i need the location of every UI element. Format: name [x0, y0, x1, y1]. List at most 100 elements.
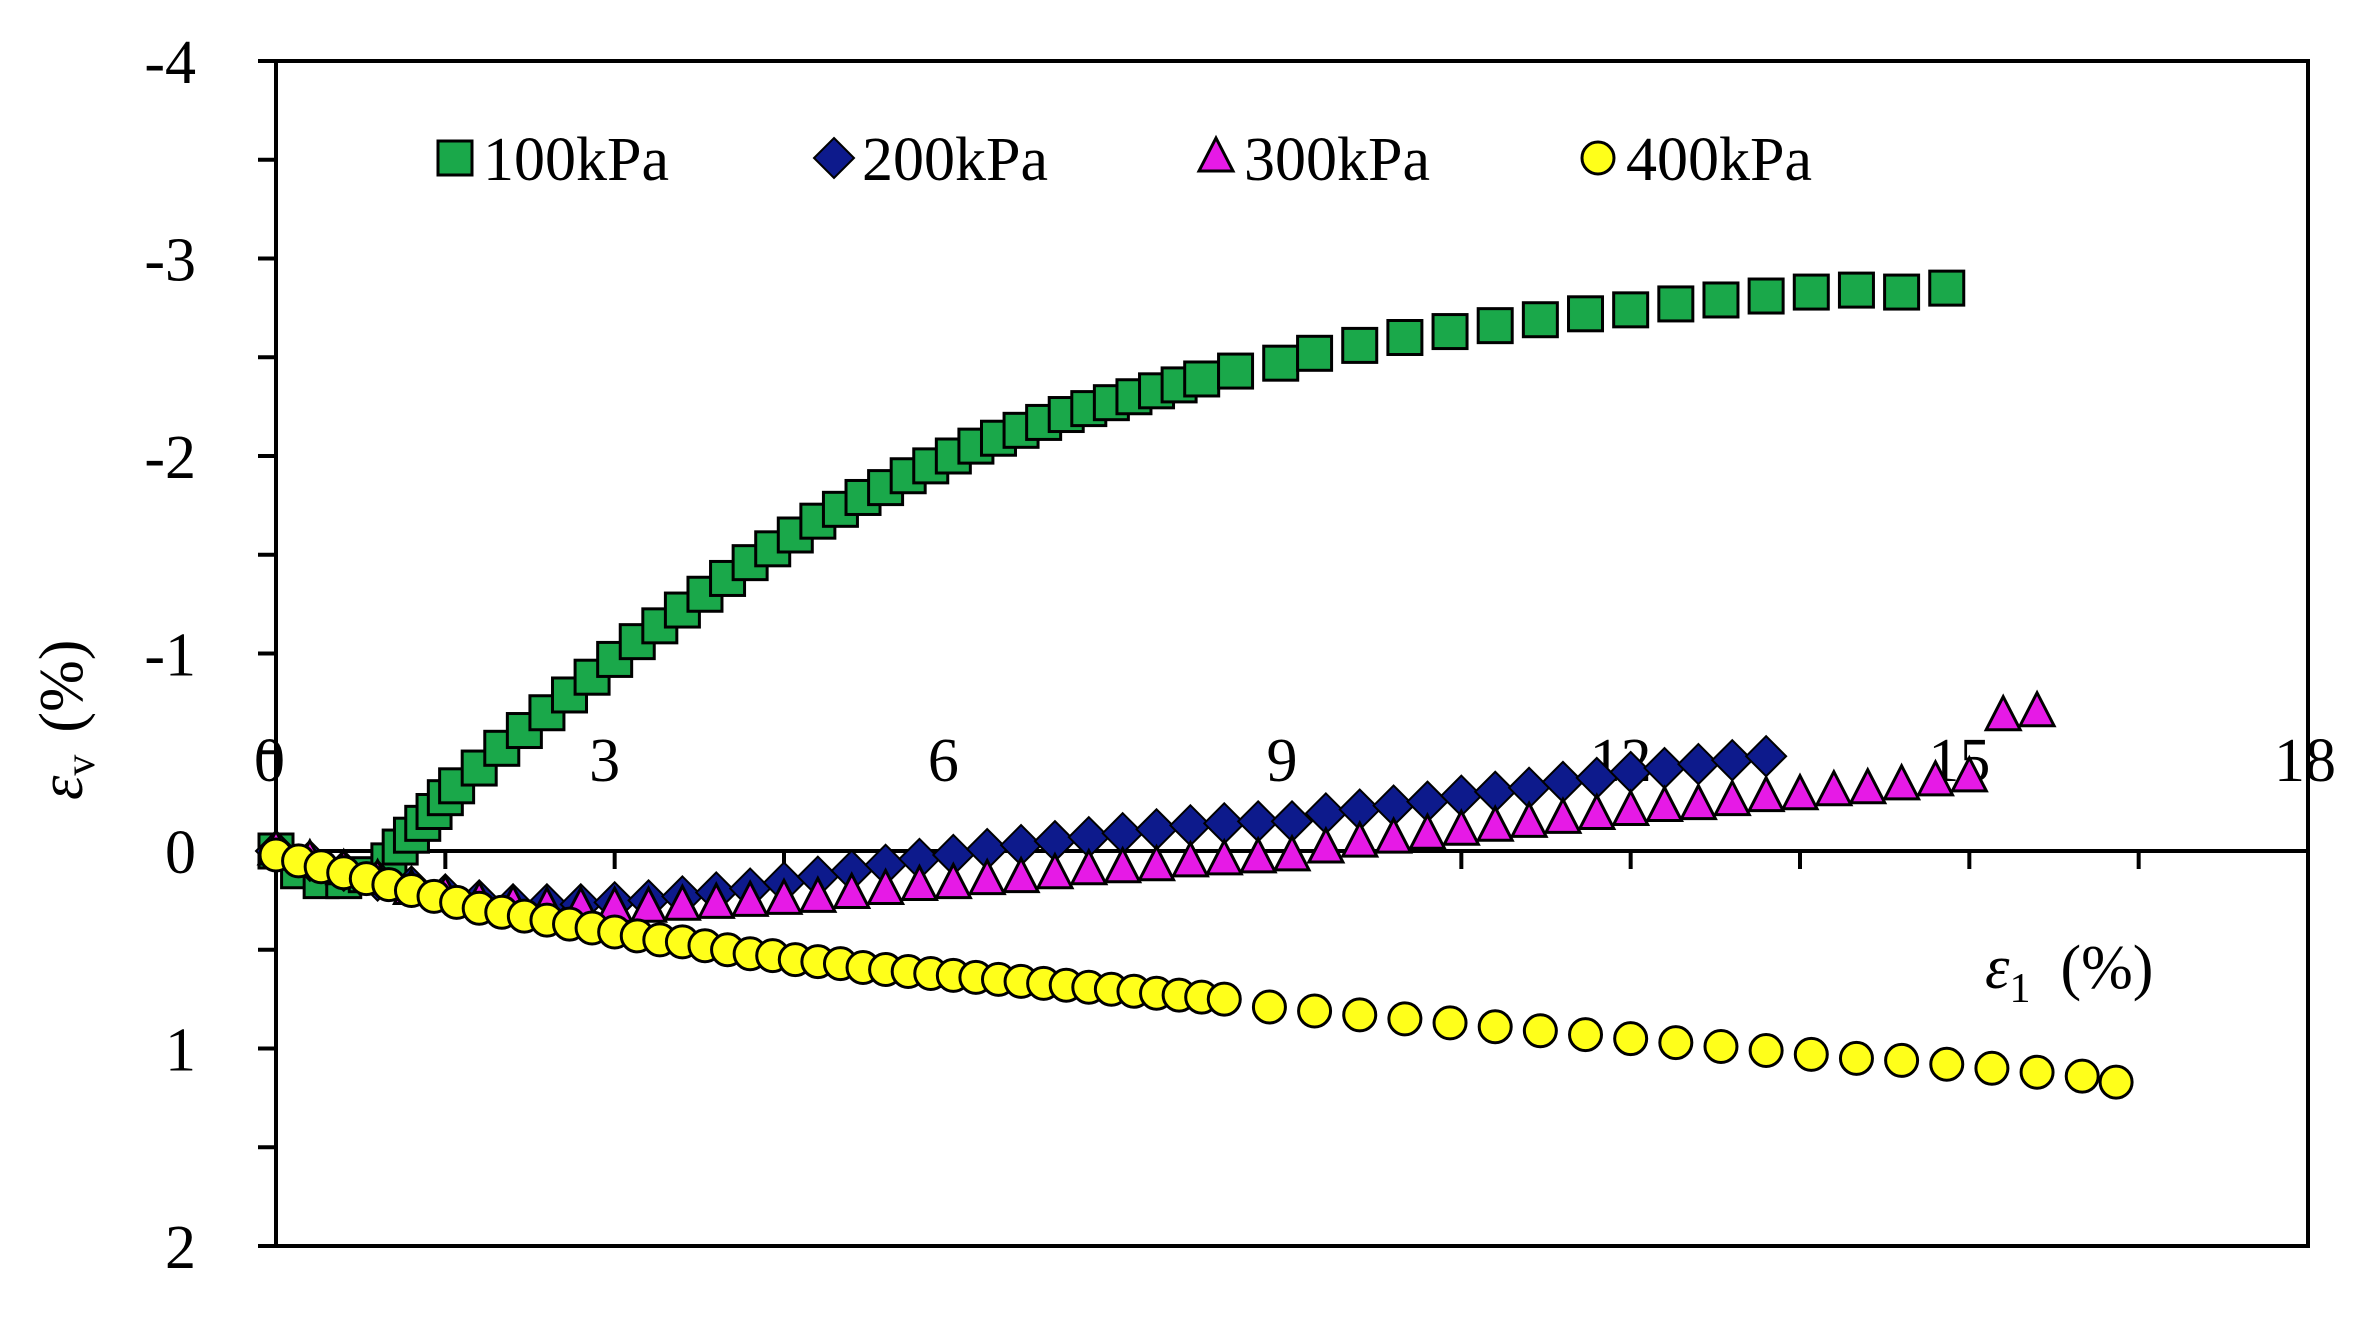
data-point	[1974, 1050, 2010, 1086]
data-point	[1678, 782, 1718, 821]
data-point	[1297, 993, 1333, 1029]
series-400kPa	[258, 837, 2134, 1100]
data-point	[1035, 851, 1075, 890]
data-point	[1342, 997, 1378, 1033]
data-point	[1929, 1046, 1965, 1082]
legend-marker	[1196, 134, 1236, 173]
data-point	[1001, 855, 1041, 894]
data-point	[1387, 1001, 1423, 1037]
data-point	[798, 875, 838, 913]
y-tick-label: 2	[165, 1214, 196, 1282]
data-point	[1069, 847, 1109, 886]
data-point	[1103, 845, 1143, 884]
data-point	[2019, 1054, 2055, 1090]
data-point	[1949, 754, 1989, 793]
data-point	[1983, 693, 2023, 732]
data-point	[1543, 796, 1583, 834]
data-point	[1611, 788, 1651, 826]
data-point	[1432, 1005, 1468, 1041]
data-point	[1441, 807, 1481, 846]
data-point	[1792, 273, 1830, 311]
legend-item: 100kPa	[436, 126, 669, 194]
data-point	[1916, 758, 1955, 797]
data-point	[730, 879, 770, 917]
y-tick-label: -1	[144, 622, 196, 690]
data-point	[1386, 319, 1424, 356]
data-point	[1848, 766, 1888, 805]
data-point	[1431, 313, 1469, 351]
data-point	[1509, 800, 1549, 838]
data-point	[1408, 811, 1447, 850]
data-point	[1272, 833, 1312, 872]
data-point	[1746, 774, 1786, 813]
data-point	[1183, 360, 1221, 398]
data-point	[696, 881, 736, 919]
legend-item: 400kPa	[1580, 126, 1812, 194]
data-point	[1747, 277, 1785, 315]
y-axis-label: εv(%)	[28, 640, 104, 800]
data-point	[1522, 1013, 1558, 1049]
y-tick-label: 1	[165, 1017, 196, 1085]
data-point	[1170, 839, 1210, 878]
axis-labels: ε1 (%) εv(%)	[28, 640, 2153, 1012]
data-point	[1340, 819, 1380, 858]
data-point	[1748, 1032, 1784, 1068]
data-point	[1712, 778, 1752, 817]
legend-label: 100kPa	[483, 126, 669, 194]
data-point	[1306, 825, 1346, 864]
y-tick-label: -2	[144, 424, 196, 492]
data-point	[967, 857, 1007, 896]
legend-label: 200kPa	[862, 126, 1048, 194]
data-point	[1341, 326, 1379, 364]
data-point	[1262, 344, 1300, 382]
x-axis-label: ε1 (%)	[1985, 934, 2153, 1012]
series-layer	[254, 269, 2134, 1100]
data-point	[1296, 334, 1334, 372]
data-point	[1577, 792, 1617, 830]
data-point	[1838, 1040, 1874, 1076]
legend: 100kPa 200kPa 300kPa 400kPa	[436, 126, 1812, 194]
legend-item: 200kPa	[812, 126, 1048, 194]
data-point	[1928, 269, 1966, 307]
data-point	[1475, 804, 1515, 842]
legend-marker	[1580, 140, 1616, 176]
legend-marker	[812, 136, 856, 180]
data-point	[662, 883, 702, 921]
data-point	[2098, 1064, 2134, 1100]
data-point	[1882, 762, 1922, 801]
legend-item: 300kPa	[1196, 126, 1430, 194]
data-point	[1780, 772, 1820, 811]
series-100kPa	[257, 269, 1966, 900]
data-point	[1657, 285, 1695, 323]
data-point	[1477, 1009, 1513, 1045]
data-point	[1645, 784, 1684, 823]
data-point	[900, 863, 939, 902]
data-point	[764, 877, 804, 915]
data-point	[1612, 291, 1650, 329]
x-tick-label: 9	[1267, 727, 1298, 795]
data-point	[1567, 295, 1605, 333]
data-point	[866, 867, 906, 905]
data-point	[1568, 1017, 1604, 1053]
data-point	[1374, 815, 1414, 854]
legend-label: 300kPa	[1244, 126, 1430, 194]
legend-label: 400kPa	[1626, 126, 1812, 194]
data-point	[1476, 307, 1514, 345]
data-point	[2064, 1058, 2100, 1094]
data-point	[1703, 1029, 1739, 1065]
x-tick-label: 0	[254, 727, 285, 795]
data-point	[1613, 1021, 1649, 1057]
data-point	[832, 871, 872, 909]
data-point	[1521, 301, 1559, 339]
y-tick-label: 0	[165, 819, 196, 887]
data-point	[1238, 835, 1278, 874]
data-point	[629, 884, 668, 923]
x-tick-label: 18	[2274, 727, 2336, 795]
x-tick-label: 3	[589, 727, 620, 795]
y-tick-label: -4	[144, 29, 196, 97]
data-point	[1793, 1036, 1829, 1072]
data-point	[1206, 981, 1242, 1017]
data-point	[1251, 989, 1287, 1025]
data-point	[1658, 1025, 1694, 1061]
